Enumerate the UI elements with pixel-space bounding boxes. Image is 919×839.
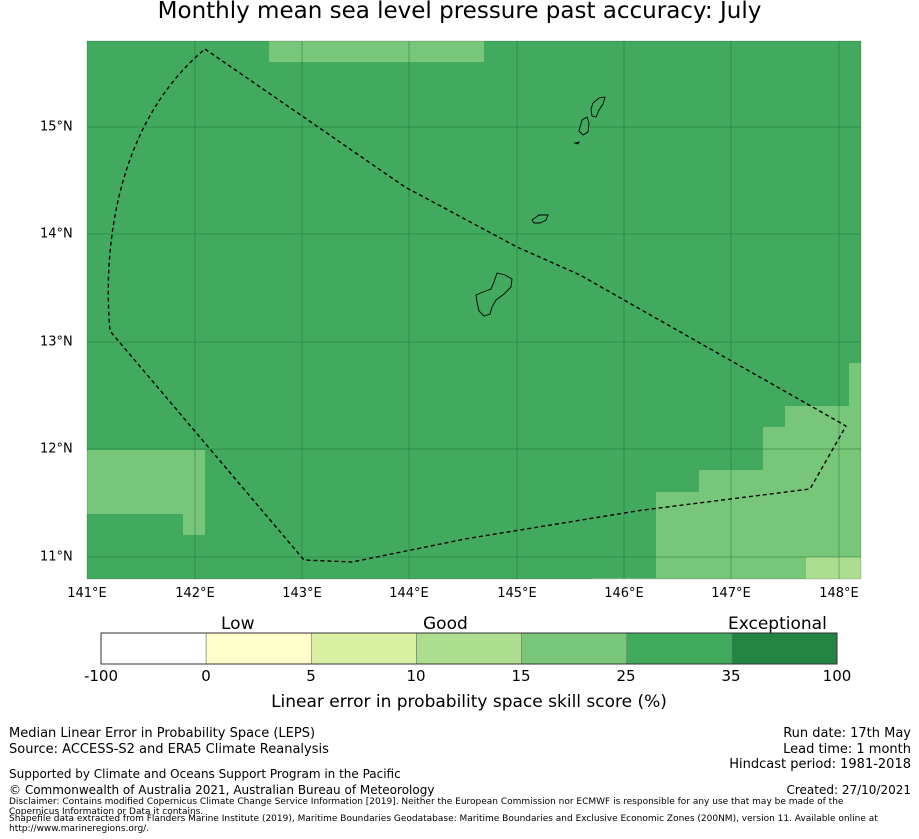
skill-patch	[806, 557, 861, 579]
lead-time: Lead time: 1 month	[783, 742, 911, 757]
colorbar-label: 100	[822, 667, 852, 685]
run-date: Run date: 17th May	[783, 726, 911, 741]
island-tinian	[578, 116, 590, 136]
island-rota	[531, 214, 549, 224]
y-tick-label: 11°N	[40, 549, 73, 565]
footer-disclaimer: Disclaimer: Contains modified Copernicus…	[9, 797, 844, 817]
x-tick-label: 147°E	[711, 586, 751, 601]
colorbar-swatch	[731, 632, 838, 665]
colorbar-label: 35	[721, 667, 741, 685]
y-tick-label: 13°N	[40, 334, 73, 350]
footer-shapefile: Shapefile data extracted from Flanders M…	[9, 814, 878, 824]
island-saipan	[590, 96, 606, 118]
footer-method: Median Linear Error in Probability Space…	[9, 726, 316, 741]
x-tick-label: 145°E	[497, 586, 537, 601]
colorbar-swatch	[100, 632, 207, 665]
colorbar-label: 25	[616, 667, 636, 685]
colorbar-swatch	[626, 632, 733, 665]
colorbar-swatch	[521, 632, 628, 665]
footer-copyright: © Commonwealth of Australia 2021, Austra…	[9, 783, 435, 797]
colorbar-swatch	[310, 632, 417, 665]
y-tick-label: 12°N	[40, 441, 73, 457]
gridlines	[87, 41, 861, 579]
x-tick-label: 144°E	[389, 586, 429, 601]
created-date: Created: 27/10/2021	[786, 783, 911, 797]
y-tick-label: 15°N	[40, 119, 73, 135]
islands	[475, 96, 606, 317]
colorbar-label: 15	[511, 667, 531, 685]
colorbar	[100, 632, 838, 665]
colorbar-swatch	[416, 632, 522, 665]
map-frame	[86, 40, 862, 580]
map-panel	[86, 40, 862, 580]
colorbar-label: -100	[83, 667, 119, 685]
x-tick-label: 141°E	[67, 586, 107, 601]
skill-patch	[269, 41, 484, 62]
skill-patch	[87, 450, 205, 535]
island-guam	[475, 272, 513, 317]
x-tick-label: 146°E	[604, 586, 644, 601]
legend-category-exceptional: Exceptional	[728, 614, 827, 634]
colorbar-title: Linear error in probability space skill …	[271, 692, 667, 712]
footer-support: Supported by Climate and Oceans Support …	[9, 767, 401, 781]
skill-patch	[592, 363, 861, 579]
island-aguijan	[573, 141, 580, 145]
x-tick-label: 143°E	[282, 586, 322, 601]
hindcast-period: Hindcast period: 1981-2018	[729, 757, 911, 772]
colorbar-label: 0	[201, 667, 211, 685]
colorbar-label: 5	[306, 667, 316, 685]
skill-patches	[87, 41, 861, 579]
footer-url: http://www.marineregions.org/.	[9, 824, 150, 834]
colorbar-label: 10	[406, 667, 426, 685]
footer-source: Source: ACCESS-S2 and ERA5 Climate Reana…	[9, 742, 329, 757]
legend-category-good: Good	[423, 614, 468, 634]
y-tick-label: 14°N	[40, 226, 73, 242]
x-tick-label: 148°E	[819, 586, 859, 601]
map-title: Monthly mean sea level pressure past acc…	[157, 0, 762, 24]
colorbar-swatch	[205, 632, 312, 665]
x-tick-label: 142°E	[175, 586, 215, 601]
legend-category-low: Low	[221, 614, 255, 634]
